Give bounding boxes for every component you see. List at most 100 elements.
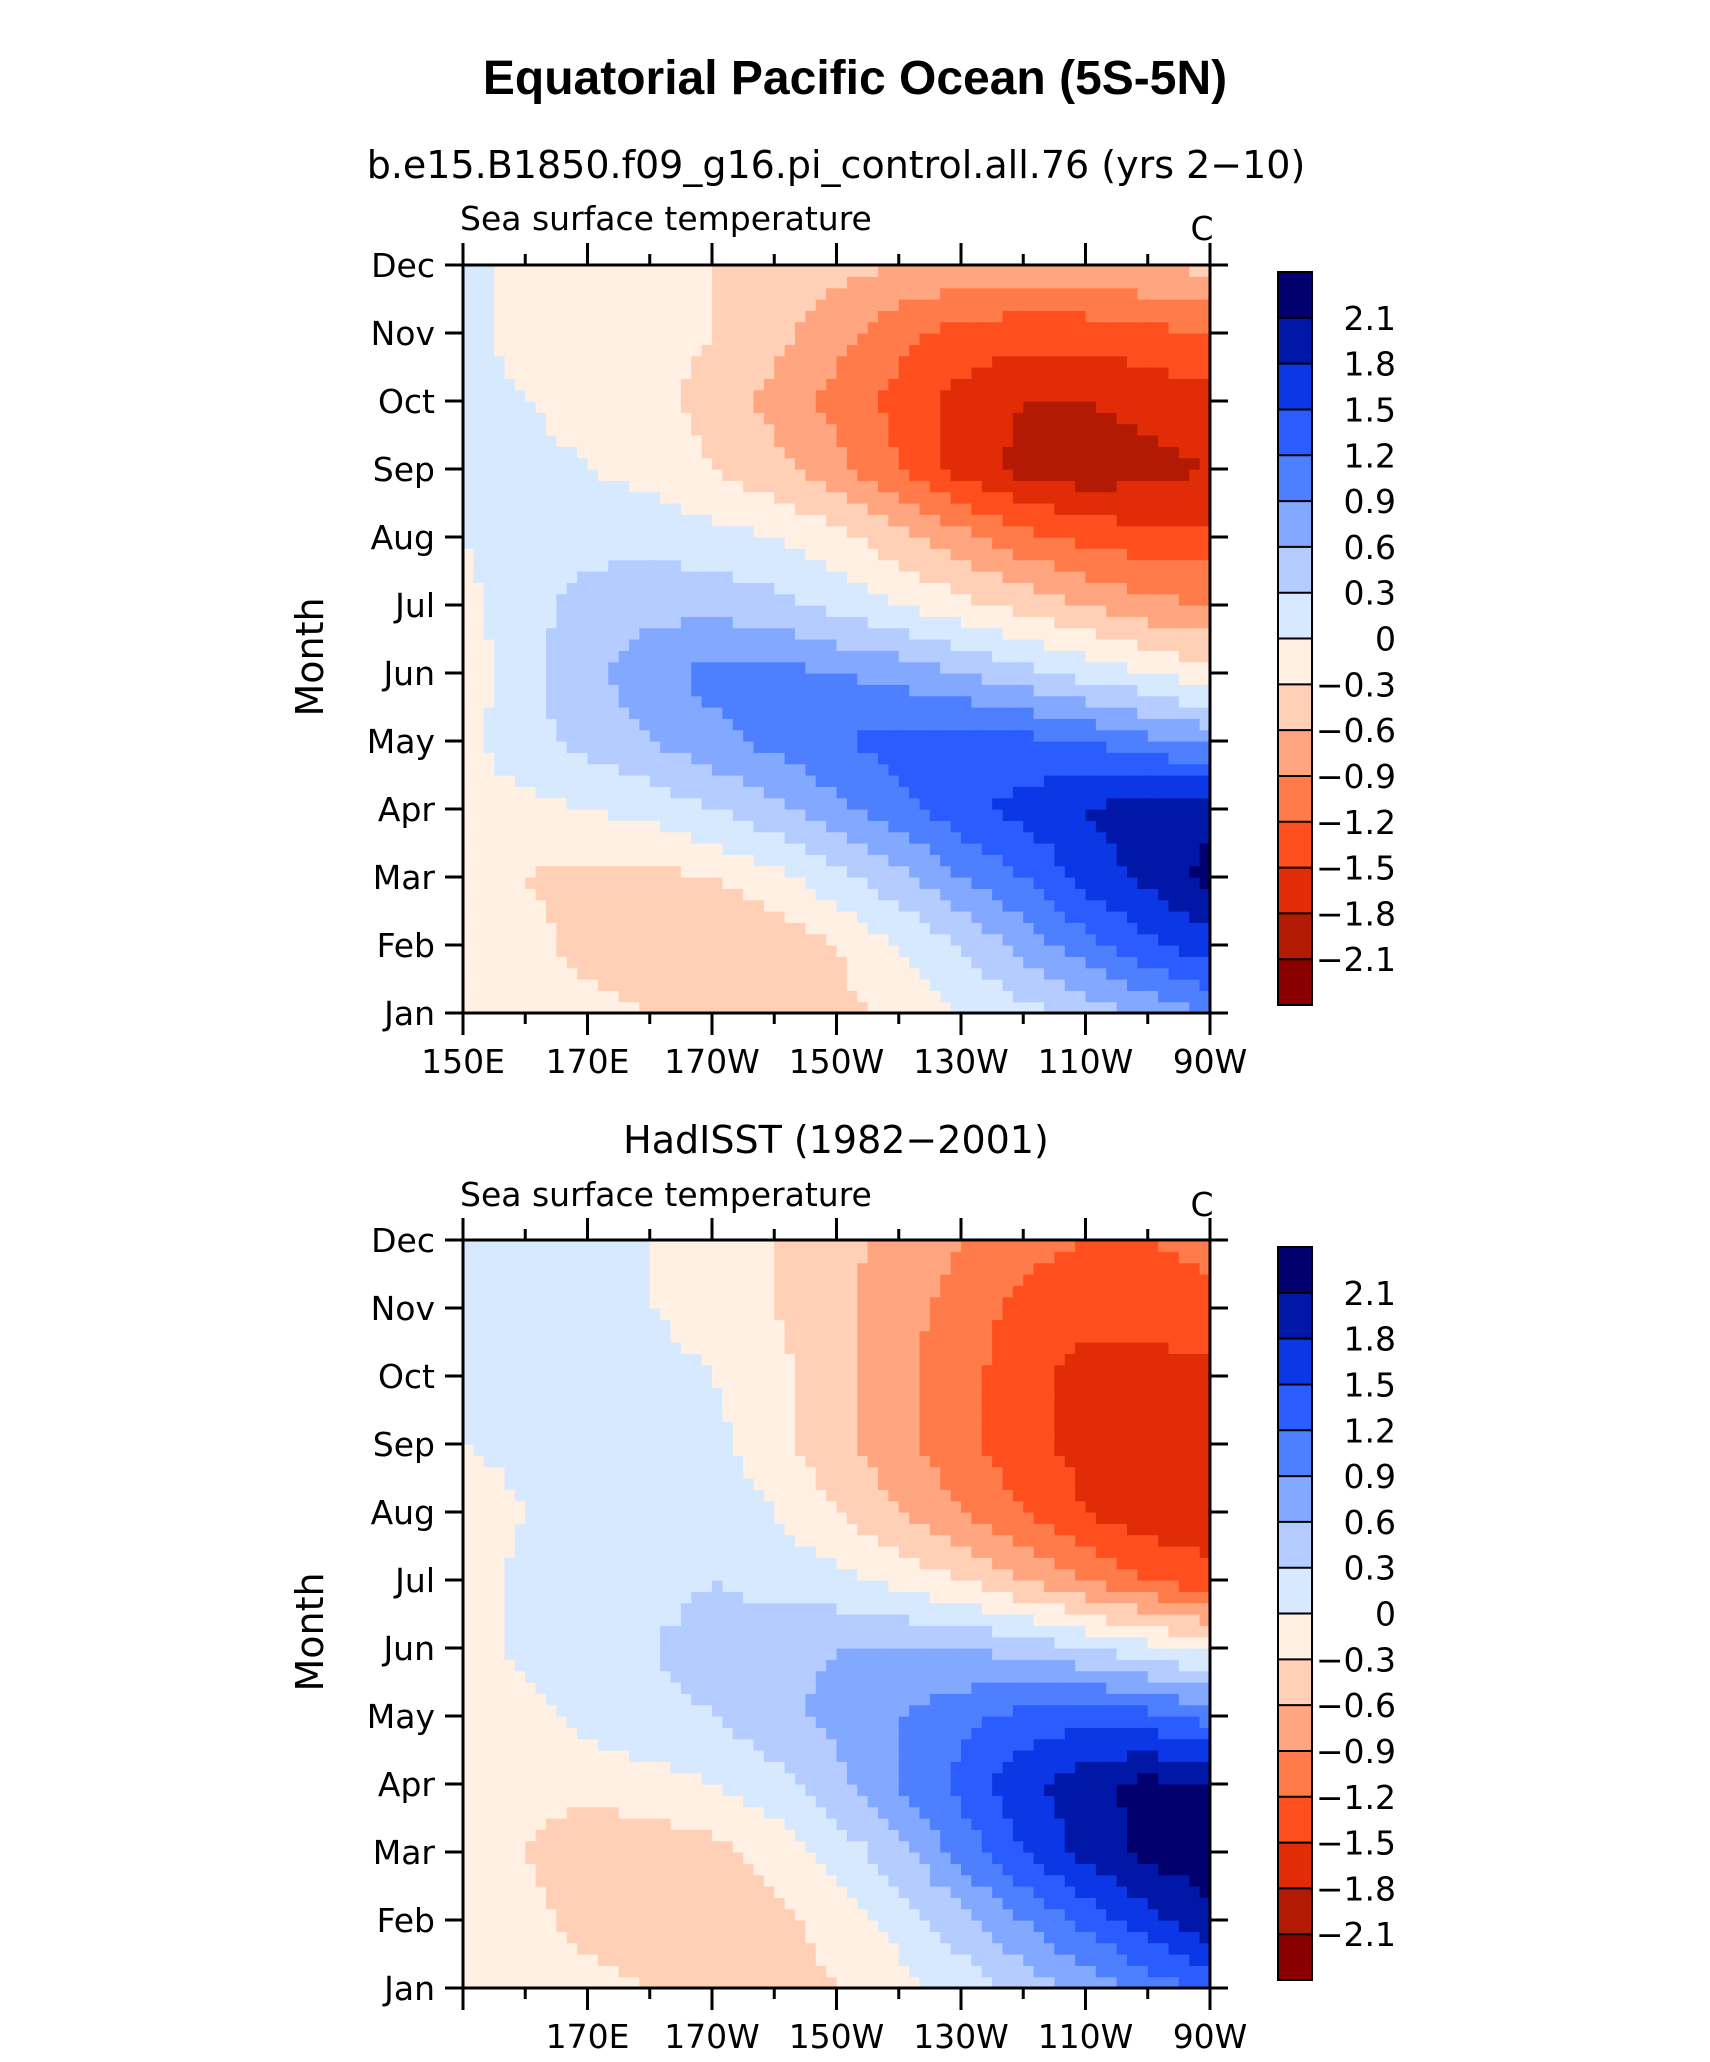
contour-cell [722, 605, 734, 617]
contour-cell [774, 378, 786, 391]
contour-cell [1189, 967, 1201, 980]
contour-cell [670, 673, 682, 685]
contour-cell [784, 537, 796, 549]
contour-cell [494, 321, 506, 334]
contour-cell [774, 945, 786, 957]
contour-cell [981, 661, 993, 674]
contour-cell [1033, 865, 1045, 878]
contour-cell [836, 605, 848, 617]
contour-cell [556, 446, 568, 459]
contour-cell [1075, 899, 1087, 912]
contour-cell [556, 763, 568, 776]
contour-cell [546, 752, 557, 765]
contour-cell [940, 820, 952, 833]
contour-cell [774, 967, 786, 980]
contour-cell [525, 435, 537, 447]
contour-cell [1137, 559, 1149, 572]
contour-cell [577, 1954, 589, 1966]
contour-cell [473, 695, 485, 708]
contour-cell [929, 752, 941, 765]
contour-cell [639, 446, 651, 459]
contour-cell [753, 503, 765, 515]
contour-cell [597, 514, 609, 527]
contour-cell [1137, 571, 1149, 583]
contour-cell [981, 344, 993, 357]
contour-cell [846, 446, 858, 459]
contour-cell [712, 933, 723, 946]
contour-cell [504, 967, 516, 980]
contour-cell [1116, 423, 1128, 436]
contour-cell [753, 321, 765, 334]
contour-cell [525, 571, 537, 583]
contour-cell [556, 344, 568, 357]
contour-cell [1127, 446, 1138, 459]
contour-cell [971, 763, 983, 776]
contour-cell [857, 548, 869, 561]
contour-cell [1199, 446, 1211, 459]
contour-cell [608, 911, 620, 923]
contour-cell [1075, 786, 1087, 799]
contour-cell [1137, 469, 1149, 481]
contour-cell [971, 843, 983, 855]
contour-cell [909, 582, 921, 595]
contour-cell [639, 627, 651, 640]
contour-cell [867, 933, 879, 946]
contour-cell [878, 627, 889, 640]
contour-cell [774, 446, 786, 459]
contour-cell [1002, 378, 1014, 391]
contour-cell [961, 265, 972, 277]
contour-cell [1002, 389, 1014, 402]
contour-cell [1054, 661, 1066, 674]
contour-cell [867, 435, 879, 447]
contour-cell [1189, 809, 1201, 821]
contour-cell [743, 1001, 755, 1014]
contour-cell [846, 684, 858, 697]
contour-cell [1116, 491, 1128, 504]
contour-cell [1106, 627, 1118, 640]
contour-cell [1199, 990, 1211, 1003]
contour-cell [1116, 514, 1128, 527]
contour-cell [618, 820, 630, 833]
contour-cell [846, 457, 858, 470]
contour-cell [722, 503, 734, 515]
contour-cell [867, 378, 879, 391]
contour-cell [857, 355, 869, 368]
contour-cell [940, 605, 952, 617]
contour-cell [784, 525, 796, 538]
contour-cell [680, 809, 692, 821]
contour-cell [929, 775, 941, 787]
contour-cell [1085, 435, 1097, 447]
contour-cell [1158, 911, 1170, 923]
contour-cell [1064, 367, 1076, 379]
contour-cell [743, 899, 755, 912]
contour-cell [597, 763, 609, 776]
contour-cell [1137, 967, 1149, 980]
contour-cell [1147, 786, 1159, 799]
contour-cell [1127, 729, 1138, 742]
contour-cell [629, 593, 640, 606]
contour-cell [898, 265, 910, 277]
contour-cell [587, 1976, 599, 1989]
contour-cell [1085, 707, 1097, 719]
contour-cell [888, 922, 900, 935]
contour-cell [483, 537, 495, 549]
contour-cell [1085, 922, 1097, 935]
contour-cell [525, 1976, 537, 1989]
contour-cell [504, 367, 516, 379]
contour-cell [1178, 389, 1190, 402]
contour-cell [660, 378, 672, 391]
contour-cell [1178, 865, 1190, 878]
contour-cell [784, 299, 796, 311]
contour-cell [1178, 435, 1190, 447]
contour-cell [753, 310, 765, 323]
contour-cell [566, 378, 578, 391]
contour-cell [805, 265, 817, 277]
contour-cell [525, 933, 537, 946]
contour-cell [909, 707, 921, 719]
contour-cell [1189, 423, 1201, 436]
contour-cell [1178, 899, 1190, 912]
contour-cell [660, 299, 672, 311]
contour-cell [1116, 956, 1128, 969]
contour-cell [1189, 616, 1201, 629]
contour-cell [1095, 310, 1107, 323]
